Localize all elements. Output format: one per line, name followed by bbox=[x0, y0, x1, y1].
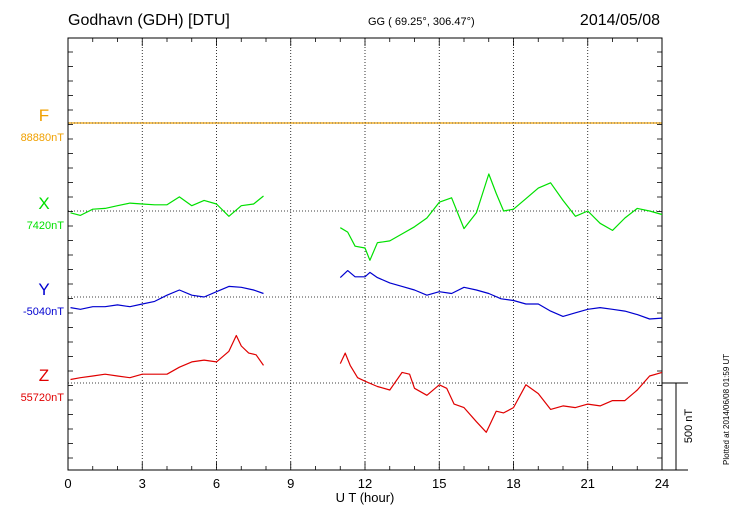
series-baseline-y: -5040nT bbox=[23, 306, 64, 318]
x-tick-label: 21 bbox=[581, 476, 595, 491]
x-tick-label: 3 bbox=[139, 476, 146, 491]
series-baseline-x: 7420nT bbox=[27, 220, 65, 232]
series-line-z bbox=[70, 334, 264, 381]
series-line-y bbox=[70, 285, 264, 310]
series-label-y: Y bbox=[38, 280, 49, 299]
x-tick-label: 12 bbox=[358, 476, 372, 491]
series-line-z bbox=[339, 352, 663, 433]
geographic-coordinates: GG ( 69.25°, 306.47°) bbox=[368, 16, 475, 28]
x-tick-label: 24 bbox=[655, 476, 669, 491]
series-line-x bbox=[70, 195, 264, 217]
series-label-f: F bbox=[39, 106, 49, 125]
x-tick-label: 15 bbox=[432, 476, 446, 491]
series-label-z: Z bbox=[39, 366, 49, 385]
series-line-y bbox=[339, 270, 663, 320]
series-baseline-z: 55720nT bbox=[21, 392, 65, 404]
station-title: Godhavn (GDH) [DTU] bbox=[68, 12, 230, 29]
series-baseline-f: 88880nT bbox=[21, 132, 65, 144]
series-line-x bbox=[339, 173, 663, 261]
x-tick-label: 6 bbox=[213, 476, 220, 491]
series-label-x: X bbox=[38, 194, 49, 213]
scale-bar-label: 500 nT bbox=[683, 409, 695, 444]
x-tick-label: 0 bbox=[64, 476, 71, 491]
x-tick-label: 9 bbox=[287, 476, 294, 491]
chart-date: 2014/05/08 bbox=[579, 12, 660, 29]
x-tick-label: 18 bbox=[506, 476, 520, 491]
x-axis-label: U T (hour) bbox=[336, 490, 395, 505]
